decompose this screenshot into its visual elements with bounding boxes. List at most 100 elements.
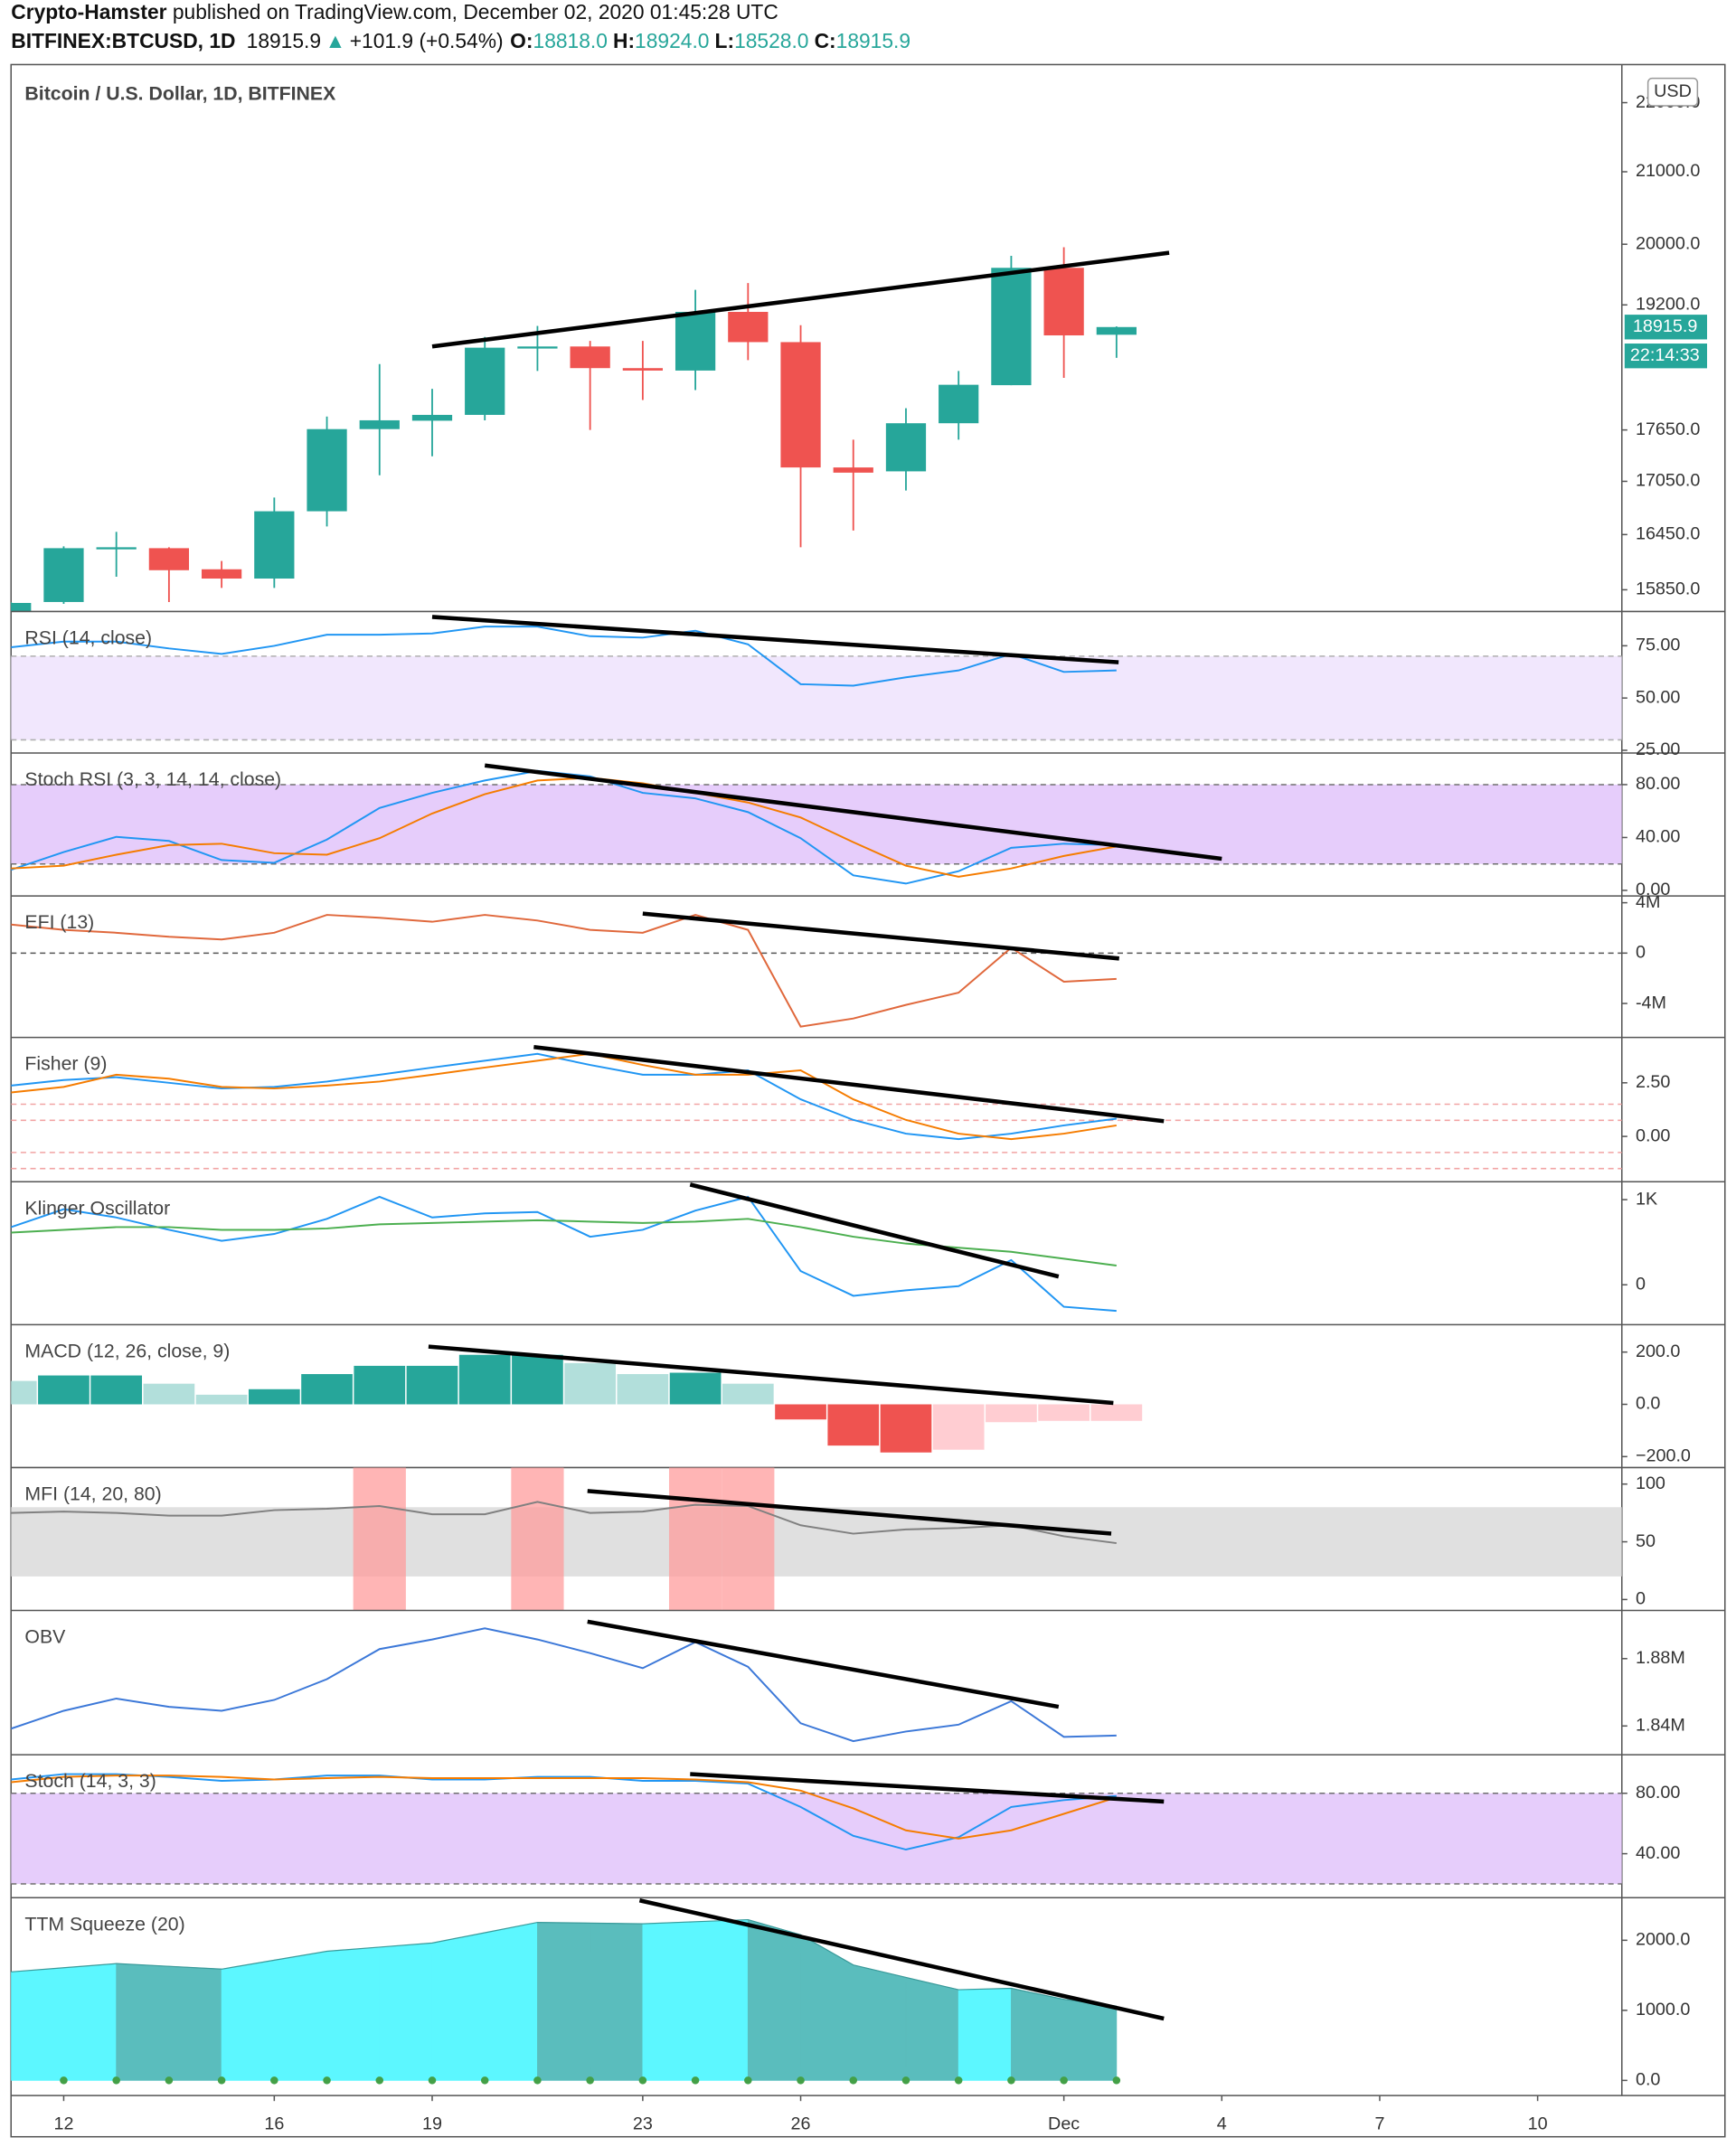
y-tick-label: 200.0: [1636, 1342, 1680, 1361]
ohlc-key: O:: [510, 29, 533, 52]
area-segment: [273, 1951, 327, 2081]
y-tick-label: 50: [1636, 1531, 1656, 1551]
histogram-bar: [195, 1394, 248, 1405]
y-tick-label: 1000.0: [1636, 2000, 1690, 2019]
ohlc-key: L:: [715, 29, 735, 52]
area-segment: [168, 1965, 222, 2081]
ohlc-value: 18915.9: [836, 29, 910, 52]
squeeze-dot: [797, 2076, 805, 2085]
y-tick-label: 16450.0: [1636, 524, 1700, 544]
candle-body: [939, 384, 979, 424]
series-line: [11, 1627, 1117, 1743]
y-tick-label: 80.00: [1636, 1783, 1680, 1803]
series-line: [11, 1052, 1117, 1141]
squeeze-dot: [849, 2076, 858, 2085]
histogram-bar: [669, 1372, 722, 1405]
series-line: [11, 1501, 1117, 1545]
y-tick-label: 0: [1636, 1589, 1646, 1609]
squeeze-dot: [428, 2076, 437, 2085]
ohlc-value: 18818.0: [533, 29, 608, 52]
series-line: [11, 914, 1117, 1028]
panel: [11, 1354, 1143, 1453]
y-tick-label: 2.50: [1636, 1072, 1670, 1092]
histogram-bar: [38, 1375, 90, 1405]
y-tick-label: 100: [1636, 1473, 1665, 1493]
panel: [11, 1773, 1622, 1885]
panel-title: Stoch (14, 3, 3): [24, 1770, 156, 1792]
panel-title: OBV: [24, 1626, 66, 1648]
ohlc-key: H:: [613, 29, 635, 52]
candle-body: [1043, 268, 1084, 336]
author: Crypto-Hamster: [11, 0, 166, 24]
histogram-bar: [458, 1354, 511, 1405]
candle-body: [675, 312, 716, 371]
panel: [11, 1467, 1622, 1611]
squeeze-dot: [217, 2076, 226, 2085]
x-tick-label: 19: [422, 2114, 442, 2133]
y-tick-label: 0.0: [1636, 2070, 1660, 2090]
series-line: [11, 1775, 1118, 1840]
panel-title: MFI (14, 20, 80): [24, 1483, 161, 1504]
panel: [11, 1918, 1121, 2085]
area-segment: [484, 1922, 538, 2081]
y-tick-label: 25.00: [1636, 739, 1680, 759]
panel-title: RSI (14, close): [24, 626, 152, 648]
y-tick-label: 21000.0: [1636, 161, 1700, 181]
area-segment: [537, 1922, 591, 2081]
series-line: [11, 777, 1118, 878]
squeeze-dot: [165, 2076, 174, 2085]
trendline: [690, 1772, 1165, 1804]
squeeze-dot: [901, 2076, 910, 2085]
currency-label: USD: [1654, 81, 1692, 101]
squeeze-dot: [1060, 2076, 1068, 2085]
trendline: [431, 615, 1119, 664]
histogram-bar: [722, 1383, 774, 1405]
squeeze-dot: [533, 2076, 542, 2085]
histogram-bar: [11, 1380, 37, 1405]
panel: [11, 1627, 1117, 1743]
panel-title: Klinger Oscillator: [24, 1197, 170, 1219]
x-tick-label: Dec: [1048, 2114, 1080, 2133]
histogram-bar: [932, 1404, 985, 1450]
trendline: [689, 1182, 1060, 1279]
histogram-bar: [1090, 1404, 1143, 1421]
candle-body: [11, 602, 32, 612]
area-segment: [642, 1921, 696, 2081]
area-segment: [853, 1964, 907, 2081]
area-segment: [590, 1922, 644, 2081]
candle-body: [359, 419, 400, 429]
area-segment: [326, 1946, 381, 2081]
x-tick-label: 10: [1528, 2114, 1548, 2133]
histogram-bar: [406, 1365, 458, 1405]
last-price-label: 18915.9: [1633, 316, 1697, 336]
y-tick-label: 17650.0: [1636, 419, 1700, 439]
panel-title: TTM Squeeze (20): [24, 1913, 184, 1935]
y-tick-label: 1K: [1636, 1189, 1657, 1209]
squeeze-dot: [744, 2076, 752, 2085]
histogram-bar: [1038, 1404, 1090, 1421]
histogram-bar: [143, 1383, 195, 1405]
trendline: [428, 1344, 1114, 1406]
candle-body: [570, 346, 610, 369]
x-tick-label: 26: [791, 2114, 811, 2133]
published: published on TradingView.com, December 0…: [167, 0, 778, 24]
y-tick-label: 80.00: [1636, 774, 1680, 794]
candle-body: [780, 342, 821, 468]
area-segment: [379, 1942, 433, 2081]
highlight: [722, 1467, 775, 1611]
area-segment: [11, 1967, 64, 2081]
ohlc-value: 18528.0: [734, 29, 808, 52]
squeeze-dot: [112, 2076, 120, 2085]
area-segment: [1011, 1988, 1065, 2081]
histogram-bar: [880, 1404, 932, 1453]
y-tick-label: 15850.0: [1636, 579, 1700, 599]
squeeze-dot: [954, 2076, 963, 2085]
candle-body: [991, 268, 1032, 386]
header-line-2: BITFINEX:BTCUSD, 1D 18915.9 ▲ +101.9 (+0.54…: [11, 29, 910, 52]
y-tick-label: 0.0: [1636, 1394, 1660, 1414]
x-tick-label: 16: [264, 2114, 284, 2133]
symbol: BITFINEX:BTCUSD, 1D: [11, 29, 235, 52]
squeeze-dot: [60, 2076, 68, 2085]
panel-title: EFI (13): [24, 911, 94, 933]
histogram-bar: [827, 1404, 880, 1446]
